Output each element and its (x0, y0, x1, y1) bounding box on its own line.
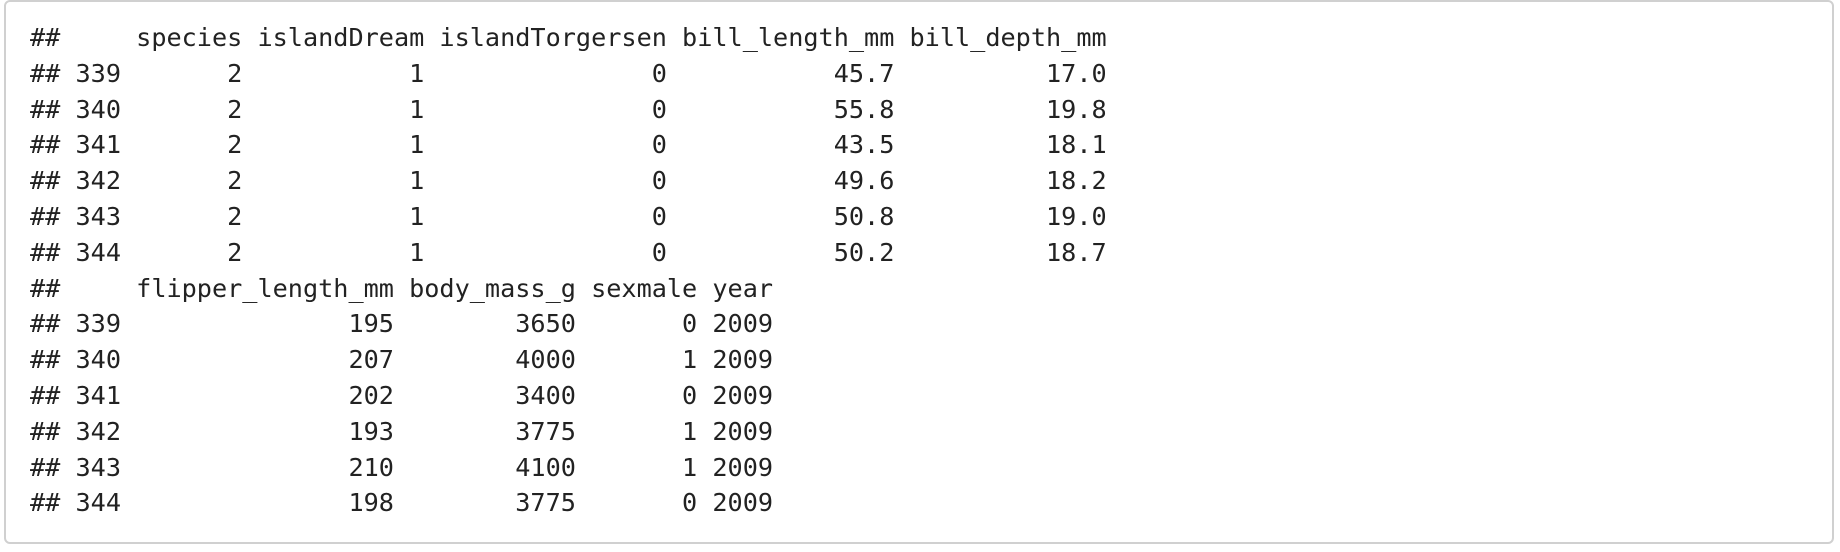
header-line-2: ## flipper_length_mm body_mass_g sexmale… (30, 273, 774, 303)
table-row: ## 339 2 1 0 45.7 17.0 (30, 58, 1107, 88)
table-row: ## 344 2 1 0 50.2 18.7 (30, 237, 1107, 267)
table-row: ## 340 207 4000 1 2009 (30, 345, 774, 375)
table-row: ## 342 193 3775 1 2009 (30, 416, 774, 446)
console-output-text: ## species islandDream islandTorgersen b… (30, 20, 1832, 521)
table-row: ## 343 2 1 0 50.8 19.0 (30, 201, 1107, 231)
table-row: ## 342 2 1 0 49.6 18.2 (30, 166, 1107, 196)
table-row: ## 339 195 3650 0 2009 (30, 309, 774, 339)
header-line-1: ## species islandDream islandTorgersen b… (30, 23, 1107, 52)
table-row: ## 343 210 4100 1 2009 (30, 452, 774, 482)
table-row: ## 344 198 3775 0 2009 (30, 488, 774, 518)
console-output-block: ## species islandDream islandTorgersen b… (4, 0, 1834, 544)
table-row: ## 341 202 3400 0 2009 (30, 380, 774, 410)
table-row: ## 340 2 1 0 55.8 19.8 (30, 94, 1107, 124)
table-row: ## 341 2 1 0 43.5 18.1 (30, 130, 1107, 160)
